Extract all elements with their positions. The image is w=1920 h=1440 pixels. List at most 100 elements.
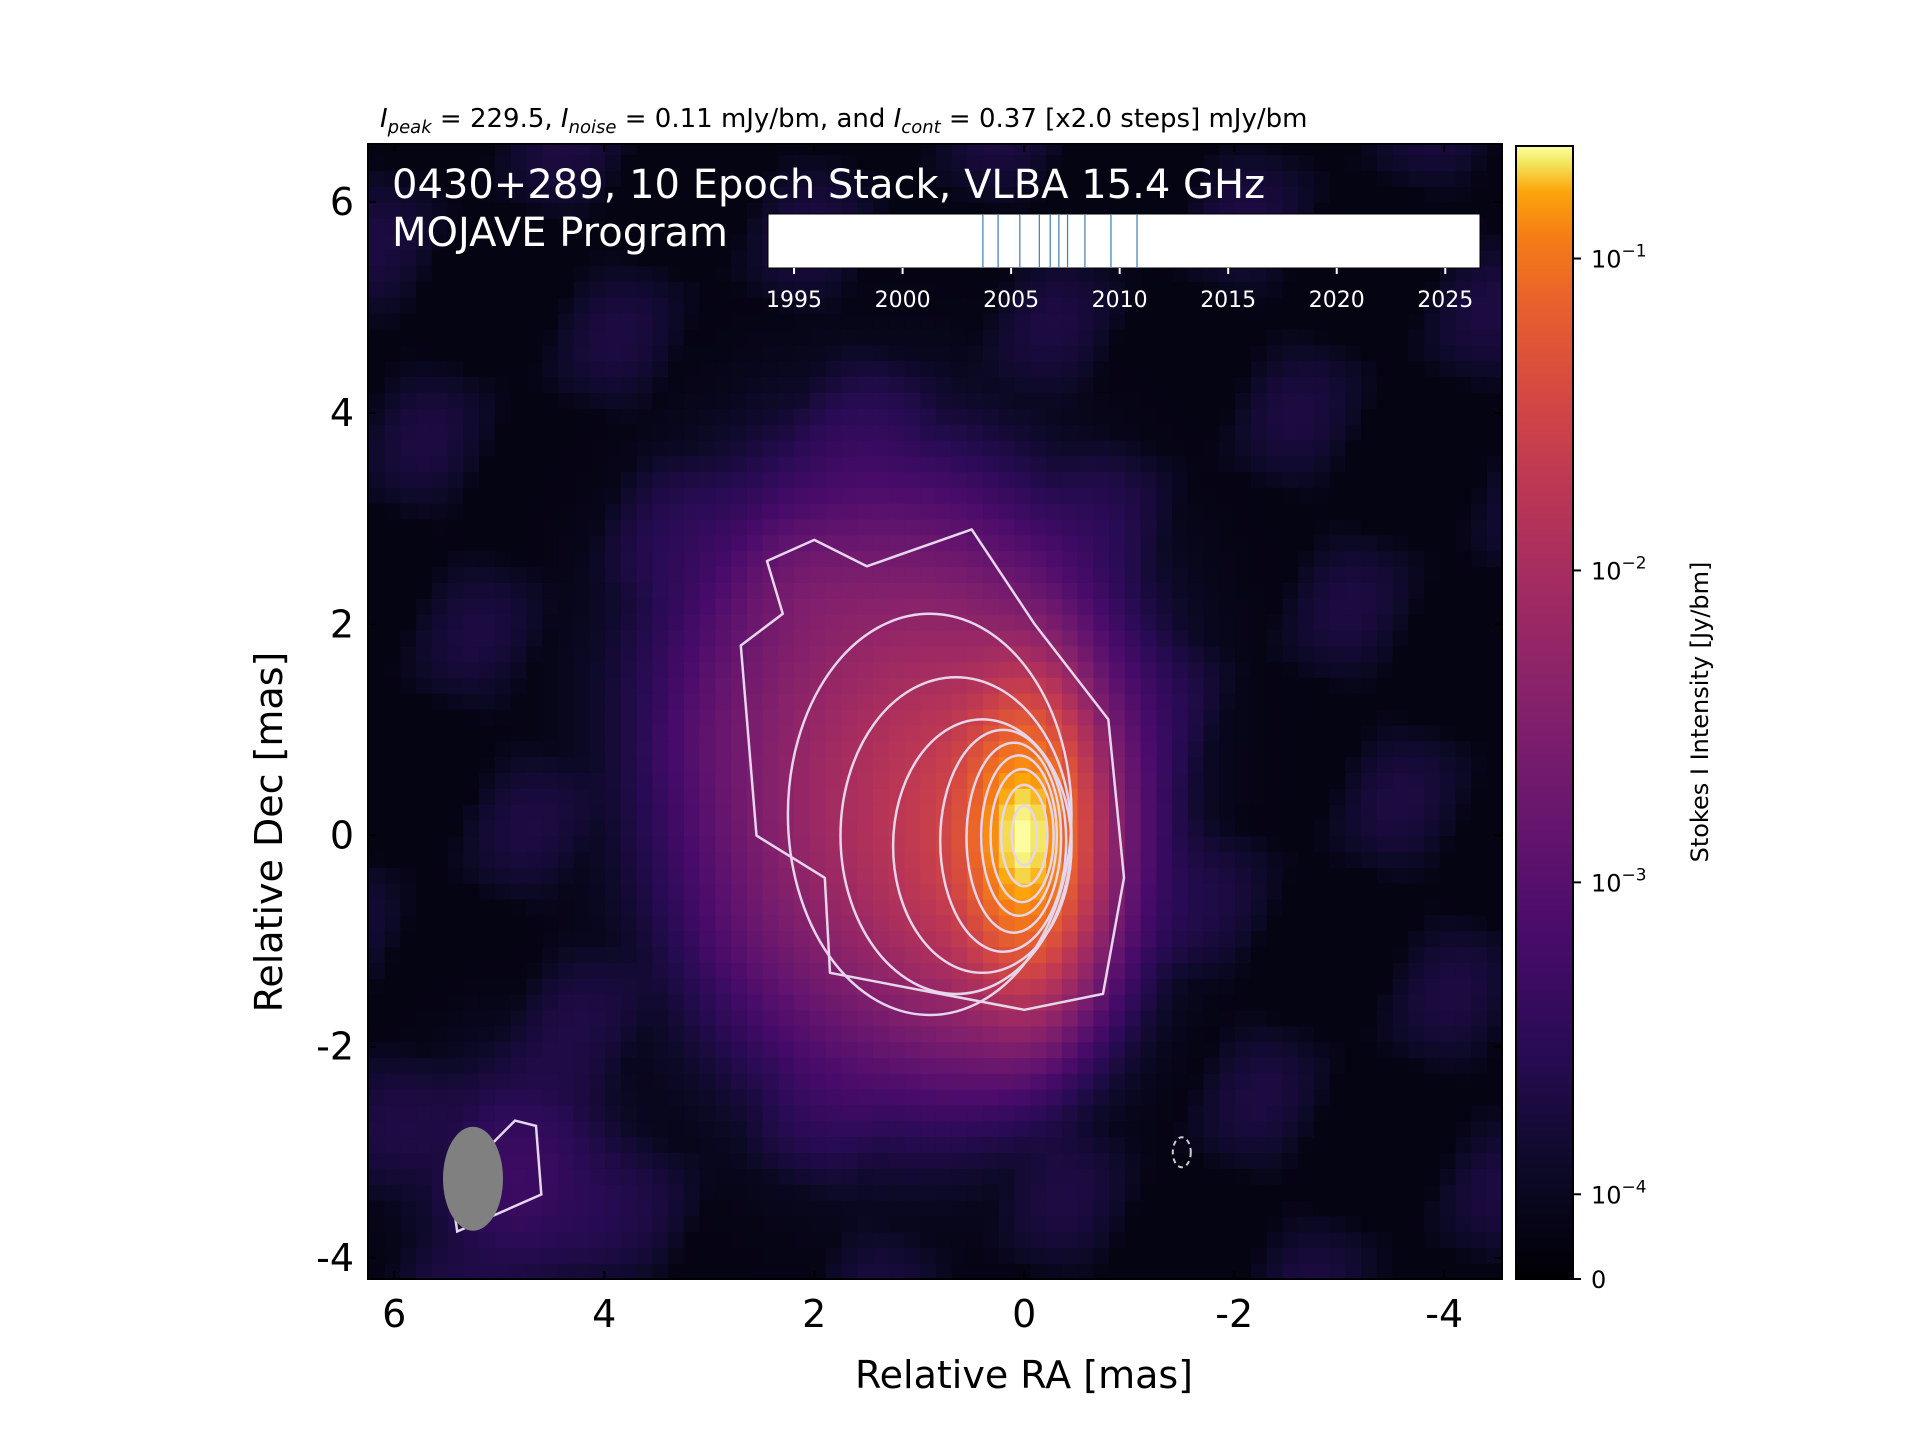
heatmap-cell — [525, 408, 543, 425]
heatmap-cell — [746, 392, 763, 409]
heatmap-cell — [1076, 186, 1094, 203]
heatmap-cell — [683, 1263, 700, 1279]
heatmap-cell — [1187, 503, 1204, 520]
heatmap-cell — [1470, 1168, 1487, 1185]
heatmap-cell — [840, 144, 858, 156]
heatmap-cell — [462, 1009, 480, 1027]
heatmap-cell — [1439, 518, 1456, 536]
heatmap-cell — [478, 772, 495, 789]
heatmap-cell — [525, 439, 543, 457]
heatmap-cell — [1124, 154, 1141, 172]
heatmap-cell — [462, 993, 480, 1011]
heatmap-cell — [1407, 186, 1425, 203]
heatmap-cell — [1423, 392, 1440, 409]
heatmap-cell — [1360, 297, 1377, 314]
heatmap-cell — [1297, 1247, 1314, 1264]
heatmap-cell — [446, 867, 464, 884]
heatmap-cell — [1155, 978, 1173, 995]
heatmap-cell — [620, 598, 637, 615]
heatmap-cell — [1218, 708, 1236, 726]
heatmap-cell — [1139, 946, 1157, 963]
heatmap-cell — [1013, 423, 1031, 441]
heatmap-cell — [1234, 1231, 1251, 1249]
heatmap-cell — [1061, 144, 1078, 156]
heatmap-cell — [698, 144, 716, 156]
heatmap-cell — [1076, 788, 1094, 805]
heatmap-cell — [872, 788, 889, 805]
heatmap-cell — [1061, 598, 1078, 615]
heatmap-cell — [525, 154, 543, 172]
heatmap-cell — [730, 1184, 747, 1201]
heatmap-cell — [1391, 788, 1409, 805]
heatmap-cell — [1486, 360, 1502, 377]
heatmap-cell — [966, 297, 984, 314]
heatmap-cell — [509, 613, 527, 631]
heatmap-cell — [588, 946, 606, 963]
heatmap-cell — [1407, 1057, 1425, 1074]
heatmap-cell — [635, 1168, 653, 1185]
heatmap-cell — [541, 756, 558, 773]
heatmap-cell — [1155, 439, 1173, 457]
heatmap-cell — [809, 392, 826, 409]
heatmap-cell — [431, 819, 448, 837]
heatmap-cell — [446, 518, 464, 536]
heatmap-cell — [793, 566, 810, 583]
heatmap-cell — [1313, 1104, 1330, 1122]
heatmap-cell — [1454, 423, 1472, 441]
heatmap-cell — [872, 1089, 889, 1106]
heatmap-cell — [1250, 851, 1267, 868]
heatmap-cell — [509, 144, 527, 156]
heatmap-cell — [1250, 1199, 1267, 1217]
heatmap-cell — [572, 883, 590, 900]
heatmap-cell — [494, 408, 511, 425]
heatmap-cell — [1313, 518, 1330, 536]
heatmap-cell — [761, 408, 779, 425]
heatmap-cell — [698, 978, 716, 995]
heatmap-cell — [541, 376, 558, 393]
heatmap-cell — [431, 360, 448, 377]
heatmap-cell — [919, 693, 936, 710]
heatmap-cell — [509, 471, 527, 488]
heatmap-cell — [557, 883, 574, 900]
heatmap-cell — [950, 503, 968, 520]
heatmap-cell — [761, 724, 779, 742]
heatmap-cell — [1250, 819, 1267, 837]
heatmap-cell — [730, 693, 747, 710]
heatmap-cell — [525, 708, 543, 726]
heatmap-cell — [509, 851, 527, 868]
heatmap-cell — [604, 1089, 621, 1106]
heatmap-cell — [1470, 677, 1487, 694]
heatmap-cell — [809, 408, 826, 425]
heatmap-cell — [1439, 978, 1456, 995]
heatmap-cell — [431, 946, 448, 963]
heatmap-cell — [903, 883, 921, 900]
heatmap-cell — [919, 186, 936, 203]
heatmap-cell — [1344, 1168, 1362, 1185]
heatmap-cell — [1486, 518, 1502, 536]
heatmap-cell — [1234, 566, 1251, 583]
heatmap-cell — [1218, 883, 1236, 900]
heatmap-cell — [462, 708, 480, 726]
heatmap-cell — [856, 344, 873, 362]
heatmap-cell — [525, 914, 543, 932]
heatmap-cell — [1124, 503, 1141, 520]
heatmap-cell — [1218, 392, 1236, 409]
heatmap-cell — [604, 376, 621, 393]
heatmap-cell — [1124, 788, 1141, 805]
heatmap-cell — [698, 423, 716, 441]
heatmap-cell — [1076, 408, 1094, 425]
heatmap-cell — [935, 1120, 952, 1138]
heatmap-cell — [1486, 534, 1502, 552]
heatmap-cell — [777, 1009, 795, 1027]
heatmap-cell — [446, 962, 464, 979]
heatmap-cell — [541, 693, 558, 710]
heatmap-cell — [982, 423, 999, 441]
heatmap-cell — [1171, 518, 1188, 536]
heatmap-cell — [494, 1025, 511, 1043]
heatmap-cell — [1139, 867, 1157, 884]
heatmap-cell — [730, 645, 747, 663]
heatmap-cell — [525, 993, 543, 1011]
heatmap-cell — [824, 978, 842, 995]
heatmap-cell — [1124, 898, 1141, 916]
heatmap-cell — [525, 598, 543, 615]
